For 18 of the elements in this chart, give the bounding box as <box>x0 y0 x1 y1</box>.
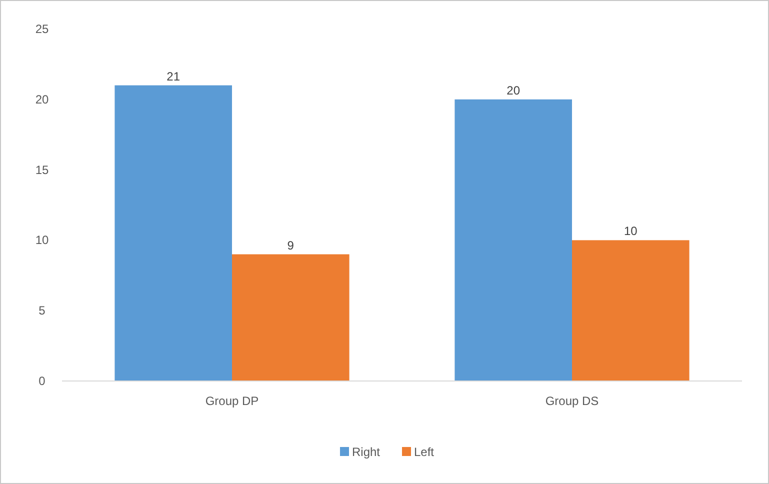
data-label: 21 <box>166 69 180 84</box>
bar <box>454 99 572 381</box>
x-tick-label: Group DS <box>545 394 599 408</box>
bar <box>114 85 232 381</box>
y-tick-label: 5 <box>38 304 46 318</box>
y-tick-label: 10 <box>35 233 49 248</box>
data-label: 10 <box>624 224 638 238</box>
x-tick-label: Group DP <box>205 394 259 408</box>
data-label: 20 <box>506 83 520 98</box>
bar <box>572 240 690 381</box>
y-tick-label: 25 <box>35 22 49 36</box>
y-tick-label: 15 <box>35 162 49 177</box>
bar <box>232 254 350 381</box>
y-tick-label: 20 <box>35 92 49 106</box>
legend-label: Right <box>352 445 381 459</box>
y-tick-label: 0 <box>38 374 46 388</box>
data-label: 9 <box>287 238 294 252</box>
legend-label: Left <box>414 445 435 459</box>
